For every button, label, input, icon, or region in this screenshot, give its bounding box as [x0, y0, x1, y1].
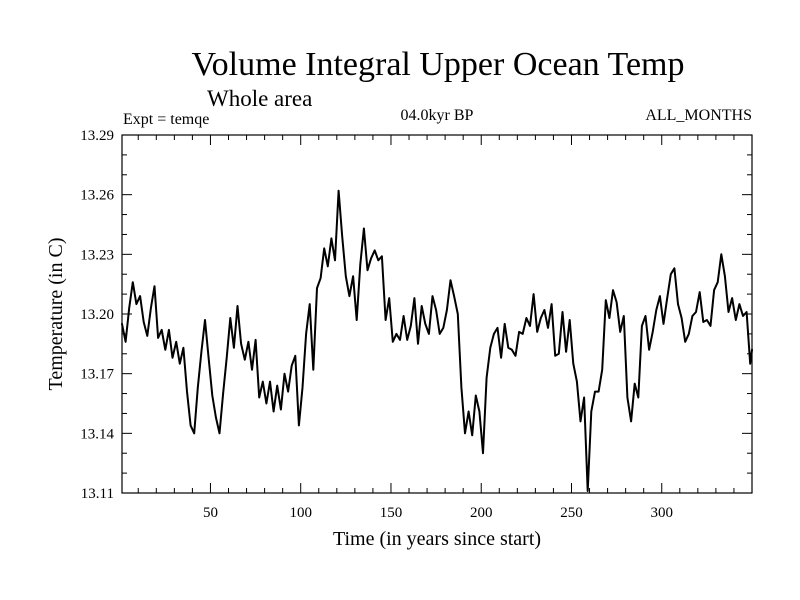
period-label: 04.0kyr BP [401, 107, 474, 124]
x-axis-label: Time (in years since start) [333, 528, 541, 550]
x-tick-label: 50 [203, 505, 218, 521]
x-tick-label: 150 [380, 505, 403, 521]
plot-area: 50 100 150 200 250 300 13.11 13.14 13.17 13.20 13.… [80, 128, 753, 521]
months-label: ALL_MONTHS [645, 107, 752, 124]
chart-subtitle: Whole area [207, 86, 312, 111]
x-tick-label: 200 [470, 505, 493, 521]
x-tick-label: 100 [289, 505, 312, 521]
x-tick-label: 300 [650, 505, 673, 521]
y-tick-label: 13.20 [80, 307, 114, 323]
y-tick-label: 13.26 [80, 188, 114, 204]
chart-title: Volume Integral Upper Ocean Temp [192, 46, 685, 83]
y-tick-label: 13.11 [81, 486, 114, 502]
y-tick-label: 13.29 [80, 128, 114, 144]
y-tick-label: 13.23 [80, 247, 114, 263]
series-line-temqe [121, 189, 753, 492]
experiment-label: Expt = temqe [123, 111, 209, 128]
y-tick-label: 13.17 [80, 367, 114, 383]
x-tick-label: 250 [560, 505, 583, 521]
y-axis-label: Temperature (in C) [45, 238, 67, 391]
y-tick-label: 13.14 [80, 426, 114, 442]
